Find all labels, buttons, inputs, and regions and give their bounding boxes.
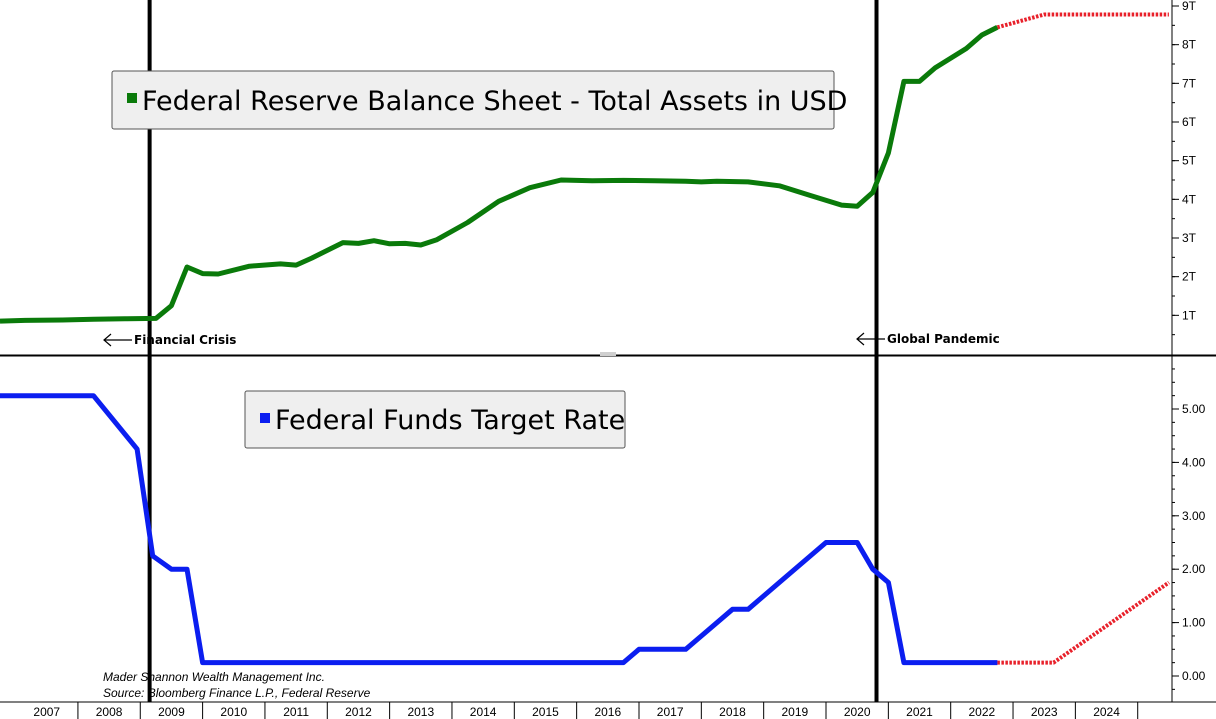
y-tick-label: 9T (1182, 0, 1197, 13)
x-tick-label: 2009 (158, 705, 185, 719)
splitter-handle (600, 352, 616, 356)
bottom-legend-label: Federal Funds Target Rate (275, 405, 625, 436)
bottom-legend-box (244, 390, 626, 449)
x-tick-label: 2007 (33, 705, 60, 719)
y-tick-label: 2.00 (1182, 562, 1206, 576)
source-line-1: Mader Shannon Wealth Management Inc. (103, 670, 325, 684)
x-tick-label: 2012 (345, 705, 372, 719)
funds-rate-line (0, 393, 998, 666)
x-tick-label: 2020 (844, 705, 871, 719)
annotation-global-pandemic: Global Pandemic (856, 332, 1000, 346)
top-legend-label: Federal Reserve Balance Sheet - Total As… (142, 86, 847, 117)
x-tick-label: 2013 (407, 705, 434, 719)
x-tick-label: 2019 (781, 705, 808, 719)
y-tick-label: 5.00 (1182, 402, 1206, 416)
x-tick-label: 2015 (532, 705, 559, 719)
x-tick-label: 2010 (220, 705, 247, 719)
annotation-label: Global Pandemic (887, 332, 1000, 346)
y-tick-label: 3.00 (1182, 509, 1206, 523)
y-tick-label: 0.00 (1182, 669, 1206, 683)
balance-sheet-line (0, 25, 999, 324)
left-arrow-icon (103, 333, 132, 347)
x-tick-label: 2011 (283, 705, 309, 719)
y-tick-label: 5T (1182, 154, 1197, 168)
source-line-2: Source: Bloomberg Finance L.P., Federal … (103, 686, 371, 700)
y-tick-label: 7T (1182, 76, 1197, 90)
x-tick-label: 2018 (719, 705, 746, 719)
annotation-label: Financial Crisis (134, 333, 236, 347)
top-legend: Federal Reserve Balance Sheet - Total As… (111, 70, 847, 130)
y-tick-label: 3T (1182, 231, 1197, 245)
bottom-legend: Federal Funds Target Rate (244, 390, 626, 449)
x-tick-label: 2024 (1093, 705, 1120, 719)
left-arrow-icon (856, 332, 885, 346)
y-tick-label: 4T (1182, 192, 1197, 206)
y-tick-label: 1T (1182, 308, 1197, 322)
y-tick-label: 6T (1182, 115, 1197, 129)
funds-rate-forecast-line (997, 580, 1171, 665)
x-tick-label: 2022 (969, 705, 996, 719)
annotation-financial-crisis: Financial Crisis (103, 333, 236, 347)
series-layer (0, 12, 1171, 666)
bottom-legend-swatch (260, 413, 270, 423)
top-legend-box (111, 70, 835, 130)
x-tick-label: 2017 (657, 705, 684, 719)
x-tick-label: 2023 (1031, 705, 1058, 719)
balance-sheet-forecast-line (996, 12, 1169, 30)
y-tick-label: 2T (1182, 270, 1197, 284)
y-tick-label: 8T (1182, 38, 1197, 52)
y-tick-label: 4.00 (1182, 455, 1206, 469)
x-tick-label: 2016 (594, 705, 621, 719)
x-tick-label: 2008 (96, 705, 123, 719)
x-tick-label: 2014 (470, 705, 497, 719)
x-tick-label: 2021 (906, 705, 933, 719)
y-tick-label: 1.00 (1182, 616, 1206, 630)
top-legend-swatch (127, 93, 137, 103)
